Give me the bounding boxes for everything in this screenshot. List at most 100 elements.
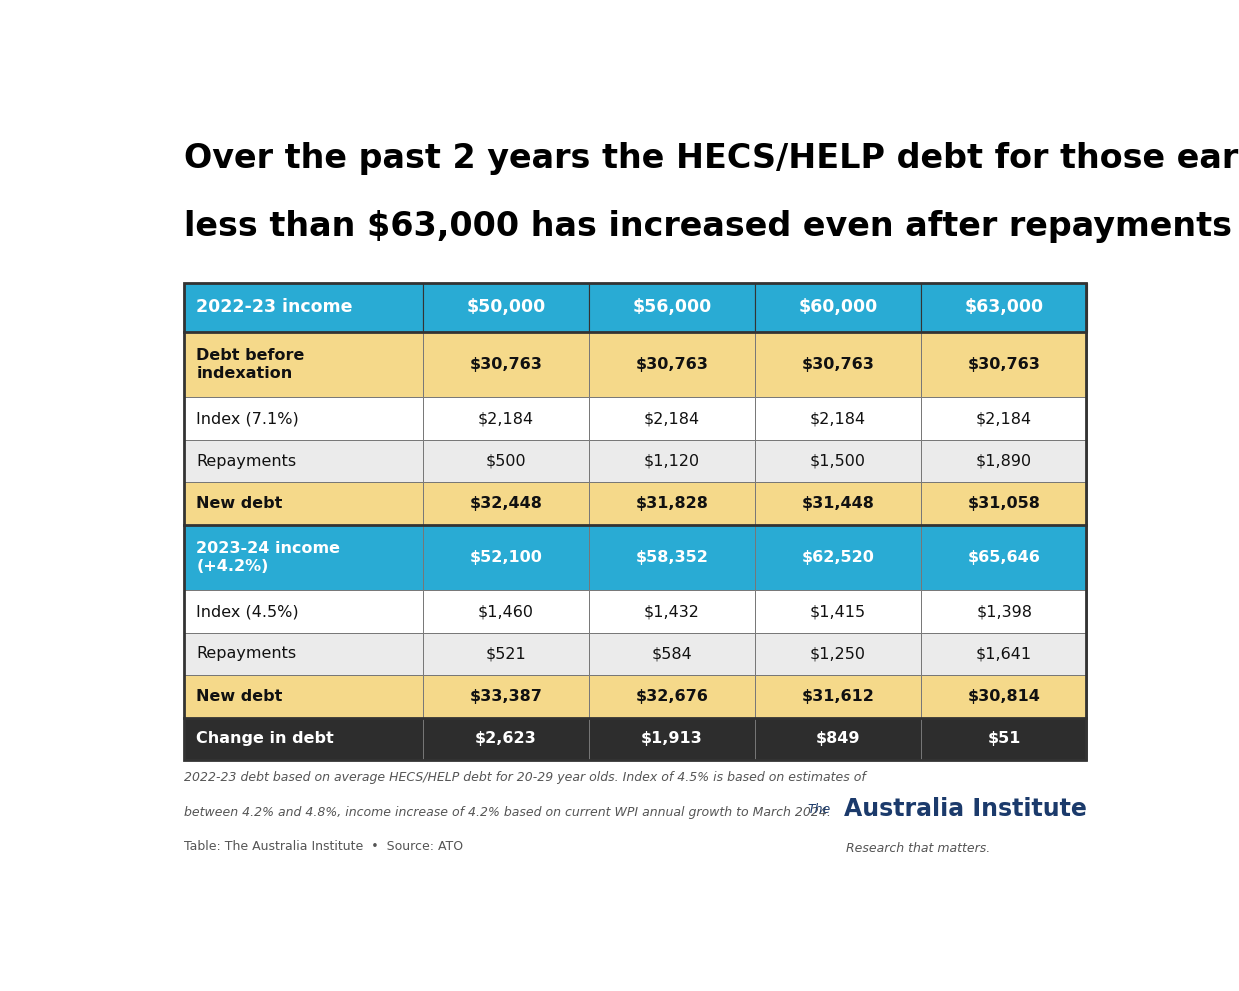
Bar (589, 440, 755, 483)
Bar (183, 524, 422, 591)
Bar (422, 440, 589, 483)
Bar (589, 591, 755, 632)
Bar (422, 524, 589, 591)
Text: $62,520: $62,520 (802, 550, 875, 565)
Text: $849: $849 (815, 731, 860, 746)
Text: $1,120: $1,120 (644, 454, 700, 469)
Bar (589, 717, 755, 760)
Text: $52,100: $52,100 (470, 550, 543, 565)
Text: $32,676: $32,676 (636, 689, 709, 704)
Bar (921, 397, 1087, 440)
Text: $33,387: $33,387 (470, 689, 543, 704)
Text: The: The (808, 803, 831, 816)
Text: $30,763: $30,763 (968, 357, 1041, 372)
Text: $65,646: $65,646 (968, 550, 1041, 565)
Bar (921, 440, 1087, 483)
Bar (921, 332, 1087, 397)
Bar (422, 675, 589, 717)
Bar (589, 483, 755, 524)
Text: New debt: New debt (196, 689, 282, 704)
Text: $60,000: $60,000 (798, 298, 877, 316)
Bar (755, 591, 921, 632)
Bar (183, 591, 422, 632)
Text: $1,641: $1,641 (976, 646, 1032, 661)
Text: $521: $521 (486, 646, 527, 661)
Text: $30,763: $30,763 (470, 357, 543, 372)
Bar (755, 675, 921, 717)
Text: $63,000: $63,000 (965, 298, 1043, 316)
Bar (589, 675, 755, 717)
Text: $1,398: $1,398 (976, 605, 1032, 619)
Bar (755, 524, 921, 591)
Bar (422, 632, 589, 675)
Text: $30,763: $30,763 (636, 357, 709, 372)
Text: $1,460: $1,460 (478, 605, 534, 619)
Text: Australia Institute: Australia Institute (844, 797, 1087, 821)
Text: $2,184: $2,184 (644, 411, 700, 426)
Bar (755, 283, 921, 332)
Text: $31,828: $31,828 (636, 496, 709, 511)
Bar (921, 483, 1087, 524)
Text: $58,352: $58,352 (636, 550, 709, 565)
Bar (589, 283, 755, 332)
Bar (921, 591, 1087, 632)
Bar (755, 440, 921, 483)
Text: $31,612: $31,612 (802, 689, 875, 704)
Text: $1,415: $1,415 (810, 605, 866, 619)
Text: $50,000: $50,000 (466, 298, 545, 316)
Bar (183, 332, 422, 397)
Bar (183, 675, 422, 717)
Bar (589, 397, 755, 440)
Bar (422, 591, 589, 632)
Text: Table: The Australia Institute  •  Source: ATO: Table: The Australia Institute • Source:… (183, 840, 463, 853)
Text: $32,448: $32,448 (470, 496, 543, 511)
Bar (755, 332, 921, 397)
Text: Repayments: Repayments (196, 454, 296, 469)
Bar (422, 717, 589, 760)
Bar (183, 483, 422, 524)
Text: $2,184: $2,184 (478, 411, 534, 426)
Text: $500: $500 (486, 454, 527, 469)
Text: Over the past 2 years the HECS/HELP debt for those earning: Over the past 2 years the HECS/HELP debt… (183, 142, 1239, 174)
Text: Research that matters.: Research that matters. (846, 842, 990, 855)
Text: Change in debt: Change in debt (196, 731, 335, 746)
Bar (755, 632, 921, 675)
Text: 2023-24 income
(+4.2%): 2023-24 income (+4.2%) (196, 541, 341, 574)
Text: $1,432: $1,432 (644, 605, 700, 619)
Bar (755, 717, 921, 760)
Bar (589, 332, 755, 397)
Bar (422, 283, 589, 332)
Bar (755, 483, 921, 524)
Text: $1,250: $1,250 (810, 646, 866, 661)
Text: Repayments: Repayments (196, 646, 296, 661)
Bar (921, 283, 1087, 332)
Text: 2022-23 debt based on average HECS/HELP debt for 20-29 year olds. Index of 4.5% : 2022-23 debt based on average HECS/HELP … (183, 771, 865, 784)
Bar (183, 632, 422, 675)
Text: New debt: New debt (196, 496, 282, 511)
Text: $1,913: $1,913 (641, 731, 703, 746)
Text: $584: $584 (652, 646, 693, 661)
Text: $56,000: $56,000 (632, 298, 711, 316)
Bar (921, 717, 1087, 760)
Text: $1,500: $1,500 (810, 454, 866, 469)
Text: less than $63,000 has increased even after repayments: less than $63,000 has increased even aft… (183, 210, 1232, 244)
Text: $30,814: $30,814 (968, 689, 1041, 704)
Bar (921, 675, 1087, 717)
Bar (183, 440, 422, 483)
Bar (183, 283, 1087, 760)
Text: $51: $51 (987, 731, 1021, 746)
Text: Index (4.5%): Index (4.5%) (196, 605, 299, 619)
Text: $2,623: $2,623 (475, 731, 536, 746)
Bar (183, 283, 422, 332)
Text: $2,184: $2,184 (976, 411, 1032, 426)
Text: between 4.2% and 4.8%, income increase of 4.2% based on current WPI annual growt: between 4.2% and 4.8%, income increase o… (183, 806, 830, 819)
Bar (183, 717, 422, 760)
Bar (422, 483, 589, 524)
Text: $31,448: $31,448 (802, 496, 875, 511)
Bar (589, 524, 755, 591)
Bar (422, 397, 589, 440)
Text: Index (7.1%): Index (7.1%) (196, 411, 299, 426)
Bar (921, 524, 1087, 591)
Text: $1,890: $1,890 (976, 454, 1032, 469)
Bar (755, 397, 921, 440)
